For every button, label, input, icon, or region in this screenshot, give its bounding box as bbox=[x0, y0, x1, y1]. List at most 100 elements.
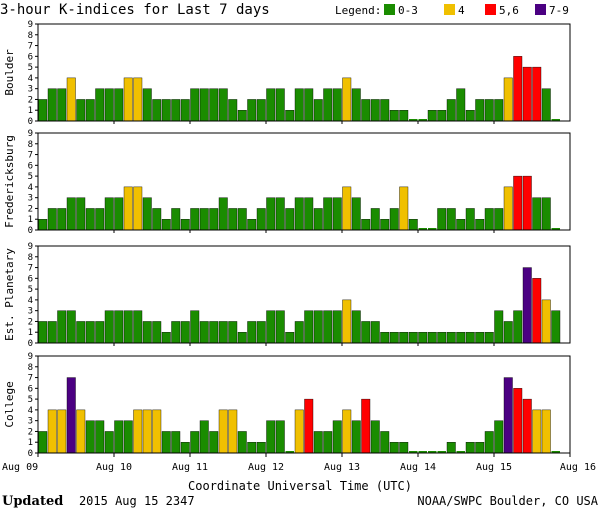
k-index-bar bbox=[294, 197, 304, 231]
k-index-bar bbox=[180, 219, 190, 231]
x-tick-label: Aug 12 bbox=[248, 462, 284, 473]
k-index-bar bbox=[247, 321, 257, 344]
y-tick-label: 9 bbox=[28, 20, 33, 30]
k-index-bar bbox=[418, 119, 427, 121]
k-index-bar bbox=[85, 321, 95, 344]
k-index-bar bbox=[361, 398, 371, 454]
k-index-bar bbox=[494, 310, 504, 344]
k-index-bar bbox=[133, 186, 143, 231]
k-index-bar bbox=[199, 208, 209, 231]
k-index-bar bbox=[551, 228, 560, 230]
k-index-bar bbox=[133, 409, 143, 454]
k-index-bar bbox=[427, 110, 437, 122]
k-index-bar bbox=[171, 321, 181, 344]
k-index-bar bbox=[332, 310, 342, 344]
y-tick-label: 5 bbox=[28, 172, 33, 182]
y-tick-label: 1 bbox=[28, 215, 33, 225]
k-index-bar bbox=[513, 175, 523, 231]
x-tick-label: Aug 13 bbox=[324, 462, 360, 473]
k-index-bar bbox=[133, 310, 143, 344]
legend-swatch bbox=[384, 4, 395, 15]
station-label: Est. Planetary bbox=[3, 248, 16, 341]
k-index-bar bbox=[104, 310, 114, 344]
k-index-bar bbox=[142, 409, 152, 454]
k-index-bar bbox=[409, 451, 418, 453]
k-index-bar bbox=[47, 409, 57, 454]
k-index-bar bbox=[218, 88, 228, 122]
legend-swatch bbox=[444, 4, 455, 15]
k-index-bar bbox=[275, 88, 285, 122]
y-tick-label: 0 bbox=[28, 339, 33, 349]
x-tick-label: Aug 15 bbox=[476, 462, 512, 473]
y-tick-label: 6 bbox=[28, 52, 33, 62]
x-axis-label: Coordinate Universal Time (UTC) bbox=[188, 479, 412, 493]
k-index-bar bbox=[389, 208, 399, 231]
k-index-bar bbox=[218, 321, 228, 344]
k-index-bar bbox=[199, 88, 209, 122]
y-tick-label: 3 bbox=[28, 194, 33, 204]
legend-item-label: 7-9 bbox=[549, 4, 569, 17]
y-tick-label: 9 bbox=[28, 352, 33, 362]
k-index-bar bbox=[228, 99, 238, 122]
k-index-bar bbox=[171, 431, 181, 454]
k-index-bar bbox=[351, 420, 361, 454]
k-index-bar bbox=[399, 442, 409, 454]
k-index-bar bbox=[209, 431, 219, 454]
k-index-bar bbox=[323, 197, 333, 231]
footer-updated-label: Updated bbox=[2, 494, 63, 509]
k-index-bar bbox=[351, 197, 361, 231]
k-index-bar bbox=[104, 88, 114, 122]
k-index-bar bbox=[484, 208, 494, 231]
k-index-bar bbox=[323, 88, 333, 122]
k-index-bar bbox=[389, 442, 399, 454]
k-index-bar bbox=[180, 442, 190, 454]
k-index-bar bbox=[323, 431, 333, 454]
k-index-bar bbox=[332, 197, 342, 231]
k-index-bar bbox=[541, 197, 551, 231]
k-index-bar bbox=[95, 321, 105, 344]
k-index-bar bbox=[304, 310, 314, 344]
k-index-bar bbox=[361, 321, 371, 344]
y-tick-label: 4 bbox=[28, 406, 33, 416]
k-index-bar bbox=[199, 420, 209, 454]
k-index-bar bbox=[503, 377, 513, 454]
legend-item-label: 4 bbox=[458, 4, 465, 17]
x-tick-label: Aug 16 bbox=[560, 462, 596, 473]
k-index-bar bbox=[152, 208, 162, 231]
y-tick-label: 1 bbox=[28, 438, 33, 448]
k-index-bar bbox=[142, 321, 152, 344]
y-tick-label: 6 bbox=[28, 274, 33, 284]
y-tick-label: 8 bbox=[28, 31, 33, 41]
y-tick-label: 8 bbox=[28, 140, 33, 150]
k-index-bar bbox=[475, 332, 485, 344]
y-tick-label: 2 bbox=[28, 95, 33, 105]
k-index-bar bbox=[313, 310, 323, 344]
k-index-bar bbox=[152, 321, 162, 344]
k-index-bar bbox=[503, 77, 513, 122]
legend-swatch bbox=[535, 4, 546, 15]
k-index-bar bbox=[399, 186, 409, 231]
k-index-bar bbox=[370, 99, 380, 122]
y-tick-label: 4 bbox=[28, 183, 33, 193]
k-index-bar bbox=[399, 332, 409, 344]
k-index-bar bbox=[123, 77, 133, 122]
panel-frame bbox=[37, 355, 571, 454]
y-tick-label: 0 bbox=[28, 226, 33, 236]
station-label: Fredericksburg bbox=[3, 135, 16, 228]
footer-updated: Updated 2015 Aug 15 2347 bbox=[2, 490, 195, 509]
y-tick-label: 5 bbox=[28, 285, 33, 295]
k-index-bar bbox=[418, 332, 428, 344]
k-index-bar bbox=[370, 321, 380, 344]
k-index-bar bbox=[104, 431, 114, 454]
k-index-bar bbox=[456, 332, 466, 344]
k-index-bar bbox=[266, 197, 276, 231]
k-index-bar bbox=[541, 409, 551, 454]
legend: Legend: 0-3 4 5,6 7-9 bbox=[335, 4, 569, 17]
k-index-bar bbox=[361, 219, 371, 231]
y-tick-label: 9 bbox=[28, 129, 33, 139]
x-tick-label: Aug 11 bbox=[172, 462, 208, 473]
y-tick-label: 0 bbox=[28, 449, 33, 459]
panel-frame bbox=[37, 132, 571, 231]
k-index-bar bbox=[342, 299, 352, 344]
